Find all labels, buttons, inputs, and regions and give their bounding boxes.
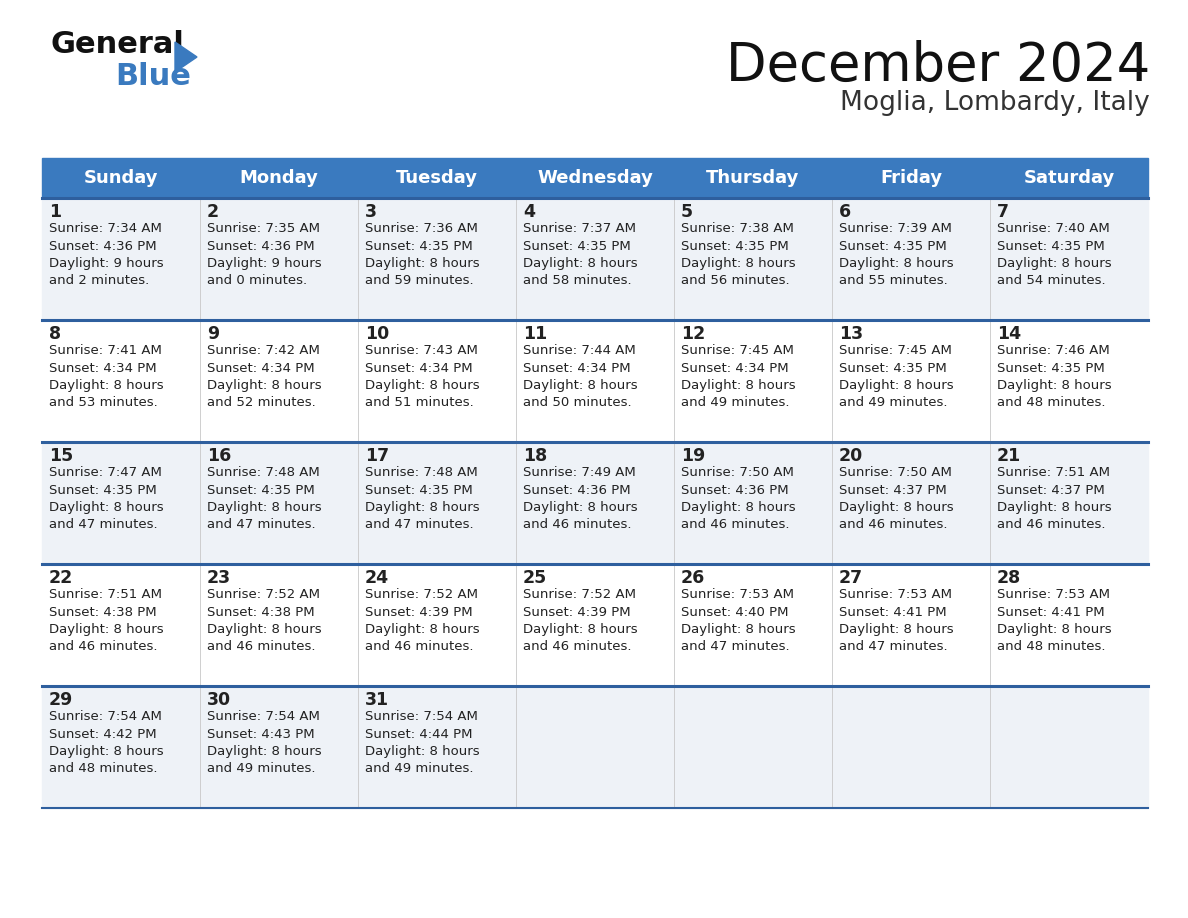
Text: Friday: Friday <box>880 169 942 187</box>
Text: 10: 10 <box>365 325 390 343</box>
Text: Sunrise: 7:53 AM
Sunset: 4:41 PM
Daylight: 8 hours
and 48 minutes.: Sunrise: 7:53 AM Sunset: 4:41 PM Dayligh… <box>997 588 1112 654</box>
Text: Sunrise: 7:54 AM
Sunset: 4:42 PM
Daylight: 8 hours
and 48 minutes.: Sunrise: 7:54 AM Sunset: 4:42 PM Dayligh… <box>49 710 164 776</box>
Text: Sunrise: 7:35 AM
Sunset: 4:36 PM
Daylight: 9 hours
and 0 minutes.: Sunrise: 7:35 AM Sunset: 4:36 PM Dayligh… <box>207 222 322 287</box>
Text: Sunrise: 7:37 AM
Sunset: 4:35 PM
Daylight: 8 hours
and 58 minutes.: Sunrise: 7:37 AM Sunset: 4:35 PM Dayligh… <box>523 222 638 287</box>
Text: Sunrise: 7:46 AM
Sunset: 4:35 PM
Daylight: 8 hours
and 48 minutes.: Sunrise: 7:46 AM Sunset: 4:35 PM Dayligh… <box>997 344 1112 409</box>
Text: 26: 26 <box>681 569 706 587</box>
Text: Sunrise: 7:54 AM
Sunset: 4:43 PM
Daylight: 8 hours
and 49 minutes.: Sunrise: 7:54 AM Sunset: 4:43 PM Dayligh… <box>207 710 322 776</box>
Text: December 2024: December 2024 <box>726 40 1150 92</box>
Bar <box>42 564 1148 686</box>
Text: Sunrise: 7:51 AM
Sunset: 4:37 PM
Daylight: 8 hours
and 46 minutes.: Sunrise: 7:51 AM Sunset: 4:37 PM Dayligh… <box>997 466 1112 532</box>
Text: Sunrise: 7:52 AM
Sunset: 4:38 PM
Daylight: 8 hours
and 46 minutes.: Sunrise: 7:52 AM Sunset: 4:38 PM Dayligh… <box>207 588 322 654</box>
Text: 3: 3 <box>365 203 377 221</box>
Text: Sunrise: 7:40 AM
Sunset: 4:35 PM
Daylight: 8 hours
and 54 minutes.: Sunrise: 7:40 AM Sunset: 4:35 PM Dayligh… <box>997 222 1112 287</box>
Text: Sunrise: 7:47 AM
Sunset: 4:35 PM
Daylight: 8 hours
and 47 minutes.: Sunrise: 7:47 AM Sunset: 4:35 PM Dayligh… <box>49 466 164 532</box>
Text: Sunrise: 7:54 AM
Sunset: 4:44 PM
Daylight: 8 hours
and 49 minutes.: Sunrise: 7:54 AM Sunset: 4:44 PM Dayligh… <box>365 710 480 776</box>
Text: 16: 16 <box>207 447 232 465</box>
Text: Sunrise: 7:45 AM
Sunset: 4:34 PM
Daylight: 8 hours
and 49 minutes.: Sunrise: 7:45 AM Sunset: 4:34 PM Dayligh… <box>681 344 796 409</box>
Text: 4: 4 <box>523 203 535 221</box>
Text: 19: 19 <box>681 447 706 465</box>
Text: 31: 31 <box>365 691 390 709</box>
Bar <box>42 442 1148 564</box>
Text: 9: 9 <box>207 325 219 343</box>
Text: General: General <box>50 30 184 59</box>
Text: 13: 13 <box>839 325 864 343</box>
Text: Tuesday: Tuesday <box>396 169 478 187</box>
Text: 20: 20 <box>839 447 864 465</box>
Text: 5: 5 <box>681 203 693 221</box>
Text: Sunrise: 7:50 AM
Sunset: 4:36 PM
Daylight: 8 hours
and 46 minutes.: Sunrise: 7:50 AM Sunset: 4:36 PM Dayligh… <box>681 466 796 532</box>
Text: 23: 23 <box>207 569 232 587</box>
Text: 8: 8 <box>49 325 61 343</box>
Text: 25: 25 <box>523 569 548 587</box>
Text: Sunrise: 7:44 AM
Sunset: 4:34 PM
Daylight: 8 hours
and 50 minutes.: Sunrise: 7:44 AM Sunset: 4:34 PM Dayligh… <box>523 344 638 409</box>
Text: 30: 30 <box>207 691 232 709</box>
Text: 15: 15 <box>49 447 74 465</box>
Text: Sunrise: 7:45 AM
Sunset: 4:35 PM
Daylight: 8 hours
and 49 minutes.: Sunrise: 7:45 AM Sunset: 4:35 PM Dayligh… <box>839 344 954 409</box>
Text: Moglia, Lombardy, Italy: Moglia, Lombardy, Italy <box>840 90 1150 116</box>
Text: Sunrise: 7:39 AM
Sunset: 4:35 PM
Daylight: 8 hours
and 55 minutes.: Sunrise: 7:39 AM Sunset: 4:35 PM Dayligh… <box>839 222 954 287</box>
Text: 14: 14 <box>997 325 1022 343</box>
Text: 27: 27 <box>839 569 864 587</box>
Text: Wednesday: Wednesday <box>537 169 653 187</box>
Text: 1: 1 <box>49 203 61 221</box>
Text: 22: 22 <box>49 569 74 587</box>
Text: 17: 17 <box>365 447 390 465</box>
Text: Saturday: Saturday <box>1023 169 1114 187</box>
Text: Sunrise: 7:53 AM
Sunset: 4:40 PM
Daylight: 8 hours
and 47 minutes.: Sunrise: 7:53 AM Sunset: 4:40 PM Dayligh… <box>681 588 796 654</box>
Text: 12: 12 <box>681 325 706 343</box>
Text: 29: 29 <box>49 691 74 709</box>
Text: Sunrise: 7:42 AM
Sunset: 4:34 PM
Daylight: 8 hours
and 52 minutes.: Sunrise: 7:42 AM Sunset: 4:34 PM Dayligh… <box>207 344 322 409</box>
Bar <box>42 158 1148 198</box>
Bar <box>42 686 1148 808</box>
Text: 6: 6 <box>839 203 851 221</box>
Polygon shape <box>175 42 197 72</box>
Text: Sunrise: 7:53 AM
Sunset: 4:41 PM
Daylight: 8 hours
and 47 minutes.: Sunrise: 7:53 AM Sunset: 4:41 PM Dayligh… <box>839 588 954 654</box>
Bar <box>42 198 1148 320</box>
Text: 18: 18 <box>523 447 548 465</box>
Text: Sunrise: 7:52 AM
Sunset: 4:39 PM
Daylight: 8 hours
and 46 minutes.: Sunrise: 7:52 AM Sunset: 4:39 PM Dayligh… <box>523 588 638 654</box>
Text: Sunrise: 7:38 AM
Sunset: 4:35 PM
Daylight: 8 hours
and 56 minutes.: Sunrise: 7:38 AM Sunset: 4:35 PM Dayligh… <box>681 222 796 287</box>
Text: Blue: Blue <box>115 62 191 91</box>
Text: 24: 24 <box>365 569 390 587</box>
Text: Sunrise: 7:52 AM
Sunset: 4:39 PM
Daylight: 8 hours
and 46 minutes.: Sunrise: 7:52 AM Sunset: 4:39 PM Dayligh… <box>365 588 480 654</box>
Text: Sunrise: 7:51 AM
Sunset: 4:38 PM
Daylight: 8 hours
and 46 minutes.: Sunrise: 7:51 AM Sunset: 4:38 PM Dayligh… <box>49 588 164 654</box>
Text: Sunrise: 7:41 AM
Sunset: 4:34 PM
Daylight: 8 hours
and 53 minutes.: Sunrise: 7:41 AM Sunset: 4:34 PM Dayligh… <box>49 344 164 409</box>
Text: Sunrise: 7:43 AM
Sunset: 4:34 PM
Daylight: 8 hours
and 51 minutes.: Sunrise: 7:43 AM Sunset: 4:34 PM Dayligh… <box>365 344 480 409</box>
Text: Sunrise: 7:48 AM
Sunset: 4:35 PM
Daylight: 8 hours
and 47 minutes.: Sunrise: 7:48 AM Sunset: 4:35 PM Dayligh… <box>207 466 322 532</box>
Text: Monday: Monday <box>240 169 318 187</box>
Text: Sunday: Sunday <box>83 169 158 187</box>
Text: 2: 2 <box>207 203 219 221</box>
Text: Sunrise: 7:50 AM
Sunset: 4:37 PM
Daylight: 8 hours
and 46 minutes.: Sunrise: 7:50 AM Sunset: 4:37 PM Dayligh… <box>839 466 954 532</box>
Text: Thursday: Thursday <box>707 169 800 187</box>
Text: 11: 11 <box>523 325 548 343</box>
Text: Sunrise: 7:48 AM
Sunset: 4:35 PM
Daylight: 8 hours
and 47 minutes.: Sunrise: 7:48 AM Sunset: 4:35 PM Dayligh… <box>365 466 480 532</box>
Bar <box>42 320 1148 442</box>
Text: Sunrise: 7:34 AM
Sunset: 4:36 PM
Daylight: 9 hours
and 2 minutes.: Sunrise: 7:34 AM Sunset: 4:36 PM Dayligh… <box>49 222 164 287</box>
Text: Sunrise: 7:49 AM
Sunset: 4:36 PM
Daylight: 8 hours
and 46 minutes.: Sunrise: 7:49 AM Sunset: 4:36 PM Dayligh… <box>523 466 638 532</box>
Text: 28: 28 <box>997 569 1022 587</box>
Text: Sunrise: 7:36 AM
Sunset: 4:35 PM
Daylight: 8 hours
and 59 minutes.: Sunrise: 7:36 AM Sunset: 4:35 PM Dayligh… <box>365 222 480 287</box>
Text: 7: 7 <box>997 203 1009 221</box>
Text: 21: 21 <box>997 447 1022 465</box>
